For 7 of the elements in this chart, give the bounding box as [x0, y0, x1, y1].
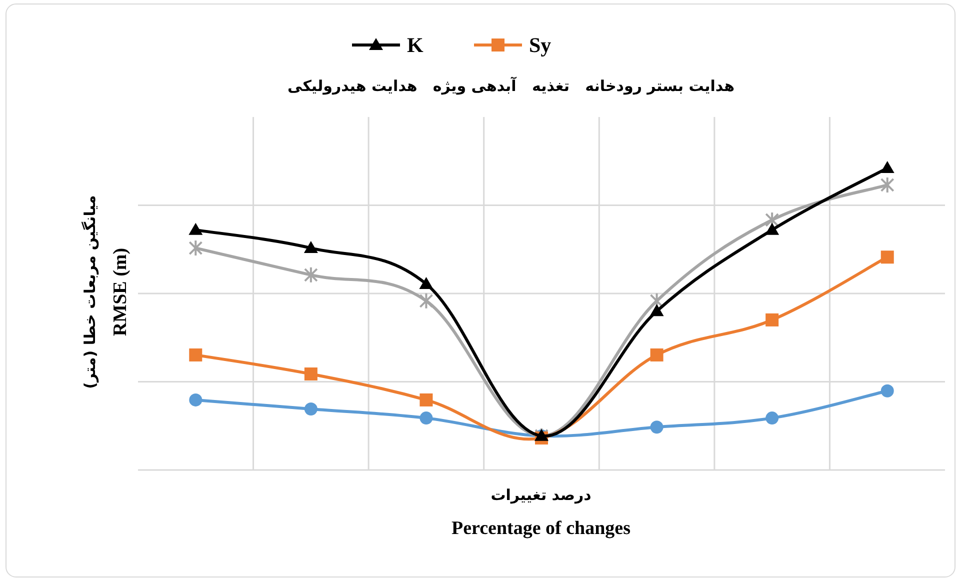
x-axis-title: Percentage of changes [451, 518, 631, 539]
text: درصد تغییرات [490, 486, 592, 504]
y-axis-title: RMSE (m) [110, 248, 131, 336]
text: میانگین مربعات خطا (متر) [81, 195, 99, 389]
legend-label: Sy [529, 33, 552, 57]
chart-subtitle: هدایت بستر رودخانه تغذیه آبدهی ویژه هدایت هیدرولیکی [288, 76, 734, 95]
legend-label: K [407, 33, 424, 57]
